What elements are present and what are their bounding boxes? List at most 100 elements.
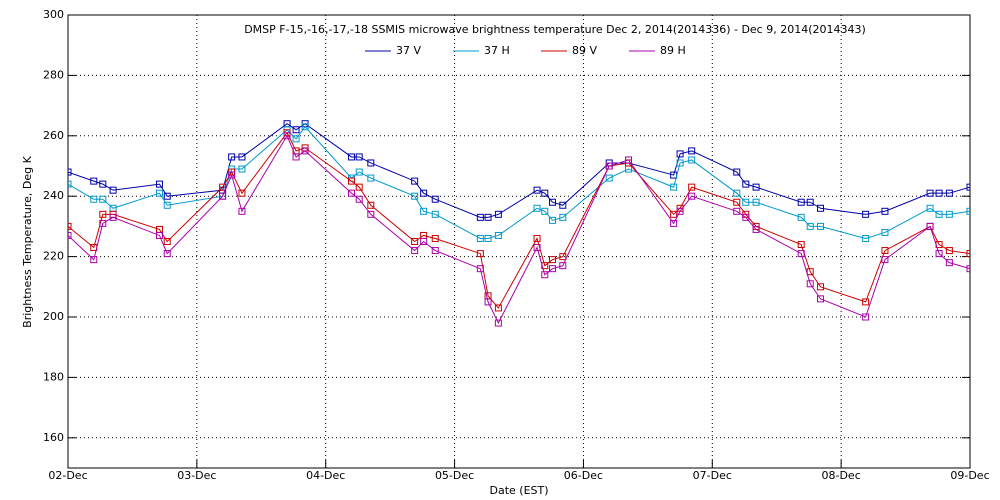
- point-marker: [945, 210, 953, 218]
- point-marker: [797, 213, 805, 221]
- point-marker: [806, 198, 814, 206]
- point-marker: [806, 222, 814, 230]
- point-marker: [605, 162, 613, 170]
- point-marker: [688, 156, 696, 164]
- point-marker: [541, 207, 549, 215]
- x-tick-label: 09-Dec: [950, 469, 989, 482]
- x-axis-label: Date (EST): [489, 484, 548, 497]
- point-marker: [411, 238, 419, 245]
- point-marker: [817, 222, 825, 230]
- point-marker: [945, 247, 953, 255]
- point-marker: [966, 265, 970, 273]
- point-marker: [676, 207, 684, 215]
- point-marker: [476, 250, 484, 258]
- y-tick-label: 300: [43, 8, 64, 21]
- point-marker: [733, 198, 741, 206]
- point-marker: [155, 180, 163, 188]
- point-marker: [817, 295, 825, 303]
- point-marker: [935, 189, 943, 197]
- point-marker: [549, 265, 557, 273]
- point-marker: [935, 250, 943, 258]
- chart-title: DMSP F-15,-16,-17,-18 SSMIS microwave br…: [244, 23, 866, 36]
- point-marker: [881, 207, 889, 215]
- point-marker: [549, 216, 557, 224]
- point-marker: [752, 183, 760, 191]
- point-marker: [625, 156, 633, 164]
- point-marker: [431, 210, 439, 218]
- point-marker: [733, 168, 741, 176]
- point-marker: [742, 213, 750, 221]
- point-marker: [238, 207, 246, 215]
- point-marker: [881, 228, 889, 236]
- y-tick-label: 260: [43, 129, 64, 142]
- point-marker: [411, 192, 419, 200]
- point-marker: [533, 244, 541, 252]
- point-marker: [355, 195, 363, 203]
- point-marker: [559, 253, 567, 261]
- point-marker: [163, 250, 171, 258]
- point-marker: [99, 219, 107, 227]
- point-marker: [292, 135, 300, 143]
- point-marker: [676, 150, 684, 158]
- point-marker: [806, 268, 814, 276]
- point-marker: [670, 219, 678, 227]
- point-marker: [494, 231, 502, 239]
- x-tick-label: 05-Dec: [435, 469, 474, 482]
- point-marker: [533, 186, 541, 194]
- point-marker: [347, 189, 355, 197]
- point-marker: [292, 153, 300, 161]
- point-marker: [676, 159, 684, 167]
- point-marker: [817, 283, 825, 291]
- point-marker: [420, 238, 428, 245]
- point-marker: [559, 201, 567, 209]
- point-marker: [476, 265, 484, 273]
- x-tick-label: 07-Dec: [693, 469, 732, 482]
- point-marker: [935, 210, 943, 218]
- point-marker: [219, 192, 227, 200]
- point-marker: [484, 234, 492, 242]
- point-marker: [926, 204, 934, 212]
- point-marker: [752, 225, 760, 233]
- point-marker: [90, 177, 98, 185]
- point-marker: [238, 165, 246, 173]
- point-marker: [670, 183, 678, 191]
- point-marker: [559, 262, 567, 270]
- point-marker: [155, 189, 163, 197]
- point-marker: [484, 213, 492, 221]
- point-marker: [301, 147, 309, 155]
- legend-label: 37 V: [396, 44, 421, 57]
- point-marker: [881, 256, 889, 264]
- point-marker: [90, 256, 98, 264]
- point-marker: [688, 192, 696, 200]
- point-marker: [862, 313, 870, 321]
- point-marker: [742, 180, 750, 188]
- y-tick-label: 240: [43, 189, 64, 202]
- y-axis-label: Brightness Temperature, Deg K: [21, 155, 34, 327]
- point-marker: [966, 207, 970, 215]
- point-marker: [355, 168, 363, 176]
- point-marker: [347, 177, 355, 185]
- point-marker: [431, 247, 439, 255]
- point-marker: [109, 213, 117, 221]
- point-marker: [494, 319, 502, 327]
- point-marker: [541, 189, 549, 197]
- point-marker: [155, 231, 163, 239]
- point-marker: [862, 210, 870, 218]
- point-marker: [945, 259, 953, 267]
- point-marker: [945, 189, 953, 197]
- point-marker: [688, 147, 696, 155]
- point-marker: [420, 207, 428, 215]
- point-marker: [163, 201, 171, 209]
- point-marker: [549, 198, 557, 206]
- legend-label: 89 V: [572, 44, 597, 57]
- point-marker: [411, 177, 419, 185]
- x-tick-label: 03-Dec: [177, 469, 216, 482]
- series-line: [68, 125, 970, 240]
- point-marker: [68, 168, 72, 176]
- point-marker: [549, 256, 557, 264]
- y-tick-label: 220: [43, 250, 64, 263]
- point-marker: [733, 207, 741, 215]
- point-marker: [494, 304, 502, 312]
- point-marker: [367, 210, 375, 218]
- point-marker: [797, 250, 805, 258]
